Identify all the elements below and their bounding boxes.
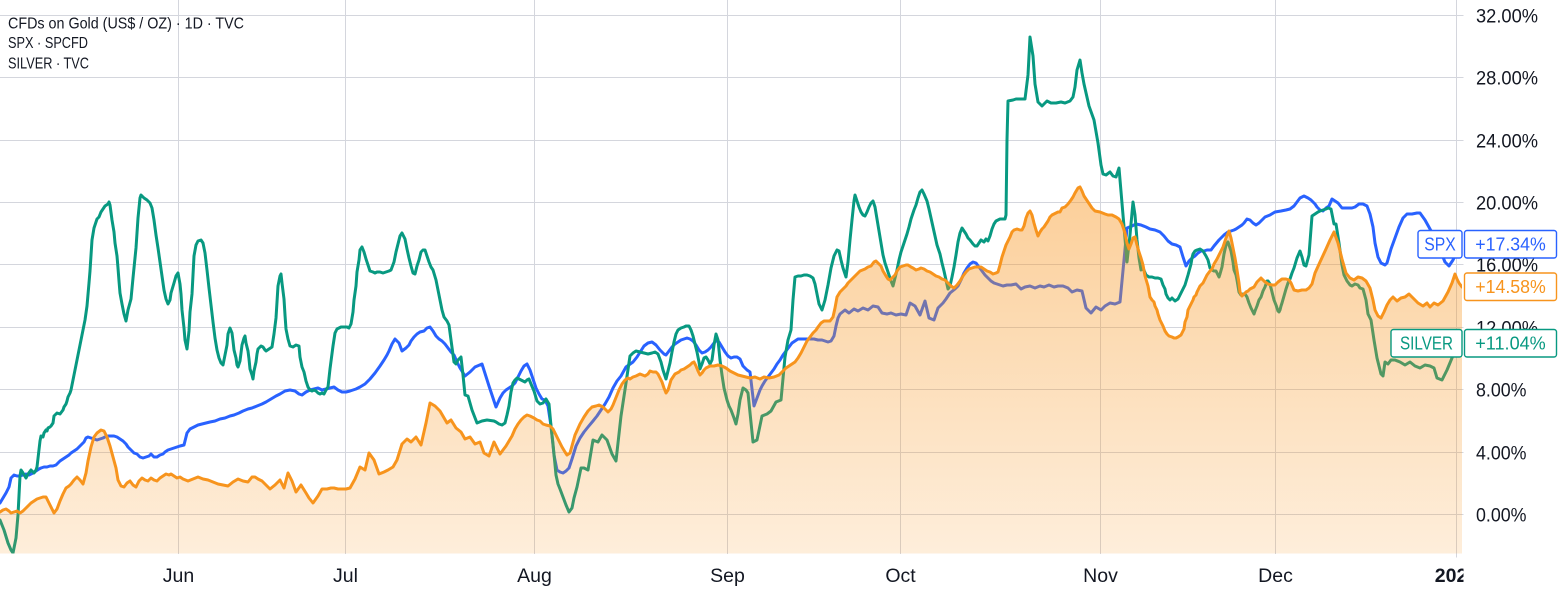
- svg-text:Sep: Sep: [710, 565, 745, 587]
- svg-text:28.00%: 28.00%: [1476, 67, 1538, 89]
- svg-text:+11.04%: +11.04%: [1475, 333, 1546, 354]
- svg-text:+14.58%: +14.58%: [1475, 276, 1546, 297]
- svg-text:2022: 2022: [1435, 565, 1479, 587]
- svg-text:Aug: Aug: [517, 565, 552, 587]
- svg-text:0.00%: 0.00%: [1476, 504, 1527, 526]
- svg-text:Jul: Jul: [333, 565, 358, 587]
- svg-text:CFDs on Gold (US$ / OZ) · 1D ·: CFDs on Gold (US$ / OZ) · 1D · TVC: [8, 16, 244, 33]
- svg-text:24.00%: 24.00%: [1476, 130, 1538, 152]
- svg-text:Jun: Jun: [163, 565, 194, 587]
- svg-text:20.00%: 20.00%: [1476, 192, 1538, 214]
- svg-text:Oct: Oct: [885, 565, 916, 587]
- svg-text:Nov: Nov: [1083, 565, 1118, 587]
- svg-text:+17.34%: +17.34%: [1475, 234, 1546, 255]
- svg-text:16.00%: 16.00%: [1476, 254, 1538, 276]
- svg-text:SPX: SPX: [1424, 234, 1456, 255]
- svg-text:SILVER: SILVER: [1400, 333, 1453, 354]
- svg-text:Dec: Dec: [1258, 565, 1293, 587]
- svg-text:SILVER · TVC: SILVER · TVC: [8, 55, 89, 72]
- svg-text:32.00%: 32.00%: [1476, 5, 1538, 27]
- svg-text:4.00%: 4.00%: [1476, 442, 1527, 464]
- svg-text:SPX · SPCFD: SPX · SPCFD: [8, 35, 88, 52]
- svg-text:8.00%: 8.00%: [1476, 379, 1527, 401]
